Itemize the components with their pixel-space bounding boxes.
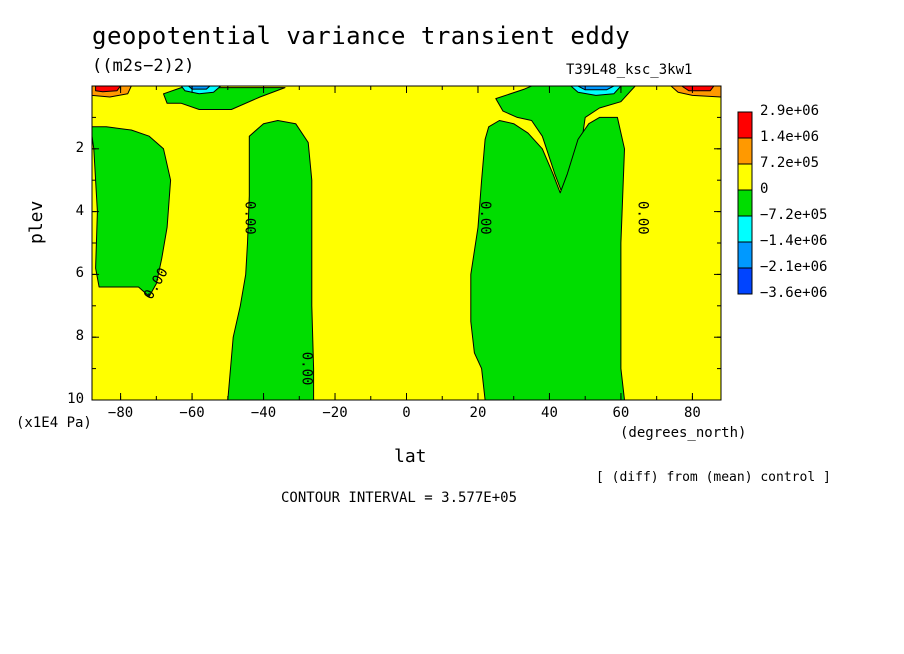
colorbar-swatch — [737, 137, 753, 165]
x-tick-label: −80 — [107, 405, 134, 421]
contour-regions — [92, 86, 721, 400]
colorbar-swatch — [737, 241, 753, 269]
colorbar-swatch — [737, 189, 753, 217]
diff-note: [ (diff) from (mean) control ] — [596, 470, 831, 485]
x-tick-label: −40 — [250, 405, 277, 421]
y-tick-label: 4 — [75, 202, 84, 219]
y-axis-label: plev — [26, 200, 47, 244]
colorbar-swatch — [737, 215, 753, 243]
colorbar-label: 0 — [760, 181, 769, 197]
colorbar-label: 1.4e+06 — [760, 129, 820, 145]
x-tick-label: 20 — [469, 405, 487, 421]
chart-title: geopotential variance transient eddy — [92, 22, 631, 50]
colorbar-swatch — [737, 111, 753, 139]
colorbar-label: 7.2e+05 — [760, 155, 820, 171]
colorbar-label: 2.9e+06 — [760, 103, 820, 119]
run-label: T39L48_ksc_3kw1 — [566, 62, 693, 78]
x-tick-label: −20 — [322, 405, 348, 421]
x-tick-label: 60 — [612, 405, 630, 421]
colorbar-swatch — [737, 163, 753, 191]
contour-region-lower — [577, 86, 615, 91]
contour-label: 0.00 — [477, 201, 493, 235]
x-axis-label: lat — [394, 446, 427, 467]
y-tick-label: 2 — [75, 139, 84, 156]
x-tick-label: 80 — [683, 405, 701, 421]
units-label: ((m2s−2)2) — [92, 56, 195, 76]
x-tick-label: −60 — [179, 405, 205, 421]
y-tick-label: 6 — [75, 265, 84, 282]
contour-region-negative — [470, 116, 625, 400]
contour-region-negative — [92, 126, 172, 297]
contour-region-peak — [681, 86, 715, 92]
contour-region-negative — [227, 120, 315, 400]
y-tick-label: 10 — [67, 391, 84, 407]
y-axis-units: (x1E4 Pa) — [16, 415, 92, 431]
contour-label: 0.00 — [634, 201, 650, 235]
x-tick-label: 40 — [541, 405, 558, 421]
contour-region-lower — [188, 86, 211, 90]
colorbar-label: −1.4e+06 — [760, 233, 828, 249]
colorbar-label: −2.1e+06 — [760, 259, 828, 275]
contour-region-peak — [95, 86, 122, 93]
colorbar-label: −3.6e+06 — [760, 285, 828, 301]
y-tick-label: 8 — [75, 328, 84, 345]
colorbar-swatch — [737, 267, 753, 295]
contour-label: 0.00 — [298, 352, 314, 386]
x-axis-units: (degrees_north) — [620, 425, 747, 441]
contour-interval: CONTOUR INTERVAL = 3.577E+05 — [281, 490, 518, 506]
contour-label: 0.00 — [241, 201, 257, 235]
x-tick-label: 0 — [402, 405, 411, 421]
colorbar-label: −7.2e+05 — [760, 207, 828, 223]
field-background — [92, 86, 721, 400]
